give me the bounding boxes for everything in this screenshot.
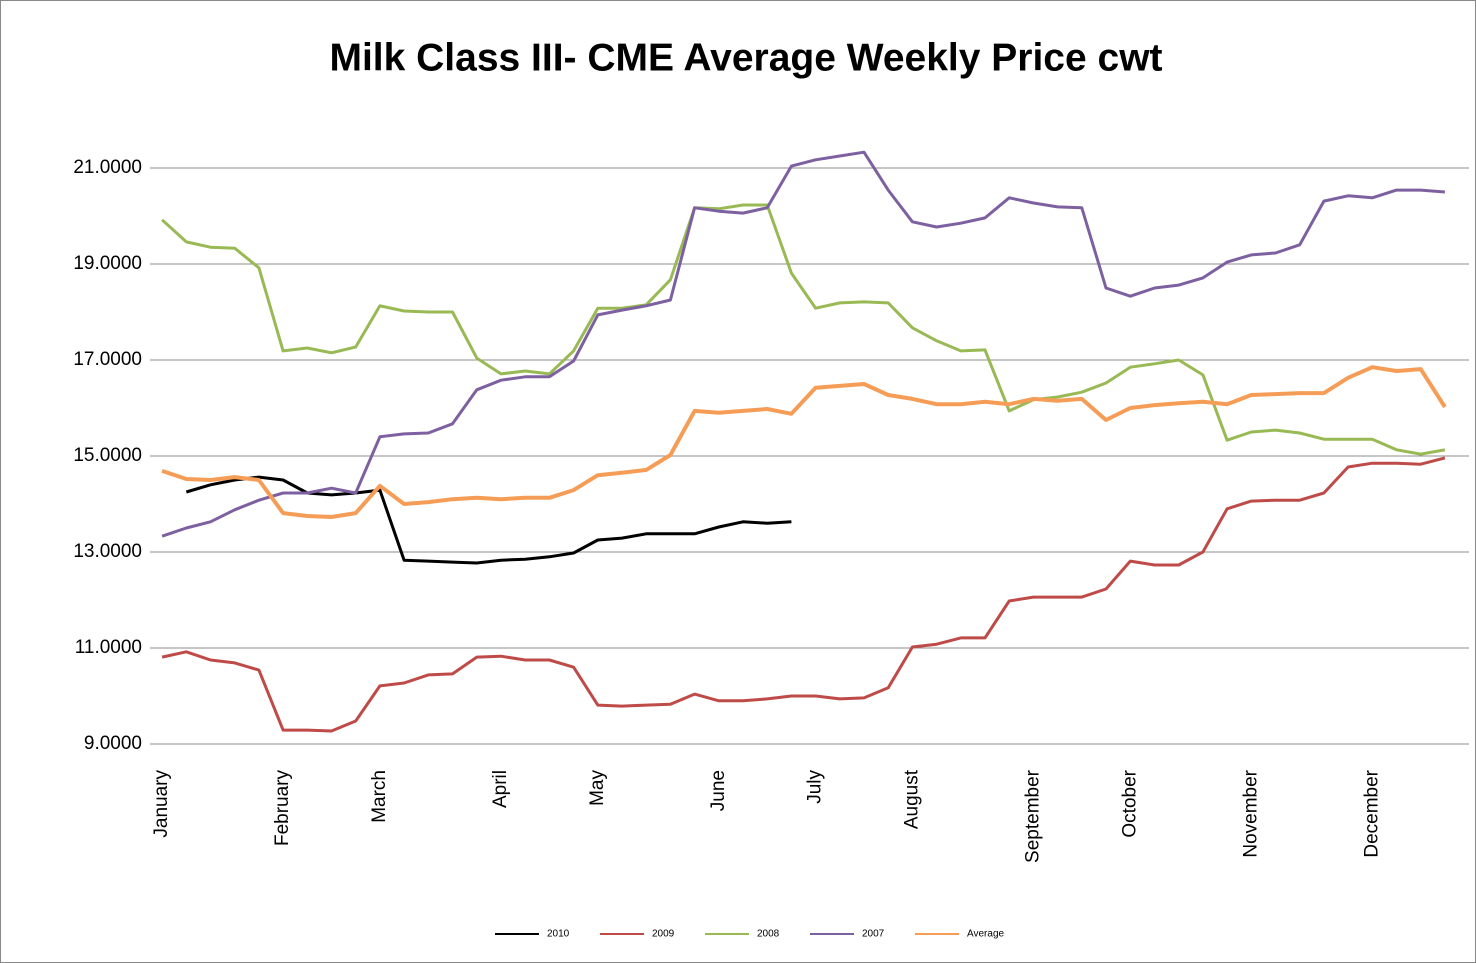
y-tick-label: 13.0000 bbox=[73, 541, 142, 562]
y-tick-label: 21.0000 bbox=[73, 157, 142, 178]
y-tick-label: 19.0000 bbox=[73, 253, 142, 274]
legend-label: Average bbox=[967, 929, 1005, 940]
x-tick-label: October bbox=[1119, 769, 1140, 837]
series-line bbox=[161, 203, 1446, 456]
legend-label: 2010 bbox=[547, 929, 570, 940]
x-tick-label: September bbox=[1022, 769, 1043, 863]
series-line bbox=[185, 475, 792, 565]
series-line bbox=[161, 456, 1446, 733]
y-tick-label: 11.0000 bbox=[75, 637, 142, 658]
chart-title: Milk Class III- CME Average Weekly Price… bbox=[329, 36, 1162, 79]
x-tick-label: August bbox=[901, 769, 922, 829]
series-line bbox=[161, 365, 1447, 519]
legend-label: 2008 bbox=[757, 929, 780, 940]
x-tick-label: December bbox=[1361, 769, 1382, 857]
x-tick-label: June bbox=[708, 770, 729, 811]
y-tick-label: 9.0000 bbox=[84, 733, 142, 754]
series-line bbox=[161, 150, 1446, 538]
legend-label: 2009 bbox=[652, 929, 675, 940]
x-tick-label: May bbox=[587, 770, 608, 806]
x-tick-label: February bbox=[272, 770, 293, 847]
y-tick-label: 17.0000 bbox=[73, 349, 142, 370]
x-tick-label: March bbox=[369, 770, 390, 823]
x-tick-label: November bbox=[1240, 769, 1261, 857]
legend-label: 2007 bbox=[862, 929, 885, 940]
x-tick-label: July bbox=[805, 770, 826, 804]
y-tick-label: 15.0000 bbox=[73, 445, 142, 466]
x-tick-label: April bbox=[490, 770, 511, 808]
x-tick-label: January bbox=[151, 770, 172, 838]
